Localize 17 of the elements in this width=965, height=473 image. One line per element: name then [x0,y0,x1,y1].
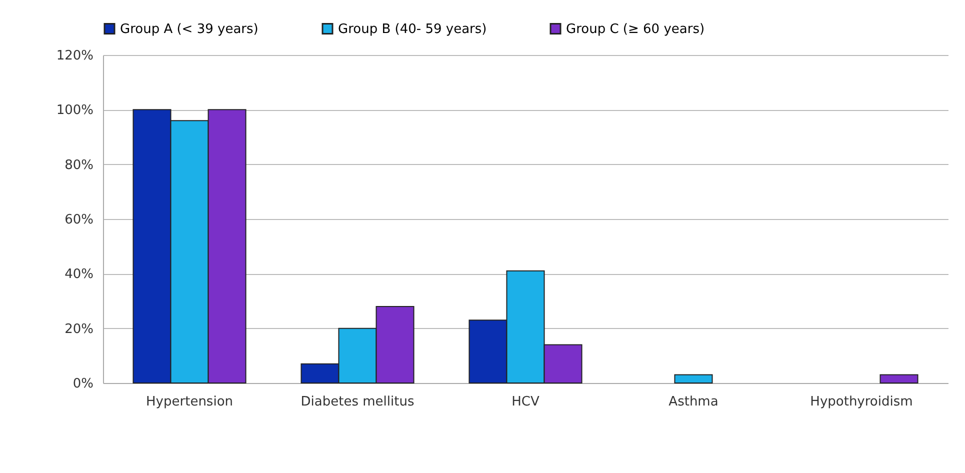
y-tick-label: 80% [64,158,94,173]
legend-label: Group A (< 39 years) [120,22,258,37]
x-tick-label: HCV [512,394,540,410]
x-tick-label: Asthma [668,394,718,410]
y-tick-label: 120% [56,48,94,64]
y-tick-label: 0% [72,376,94,392]
y-tick-label: 20% [64,322,94,337]
y-tick-label: 40% [64,267,94,282]
legend-label: Group B (40- 59 years) [338,22,487,37]
y-tick-label: 60% [64,212,94,228]
x-tick-label: Diabetes mellitus [300,394,414,410]
bar [674,374,713,384]
bar [880,374,918,384]
x-tick-label: Hypothyroidism [810,394,913,410]
legend-label: Group C (≥ 60 years) [566,22,705,37]
y-tick-label: 100% [56,103,94,118]
x-tick-label: Hypertension [146,394,234,410]
